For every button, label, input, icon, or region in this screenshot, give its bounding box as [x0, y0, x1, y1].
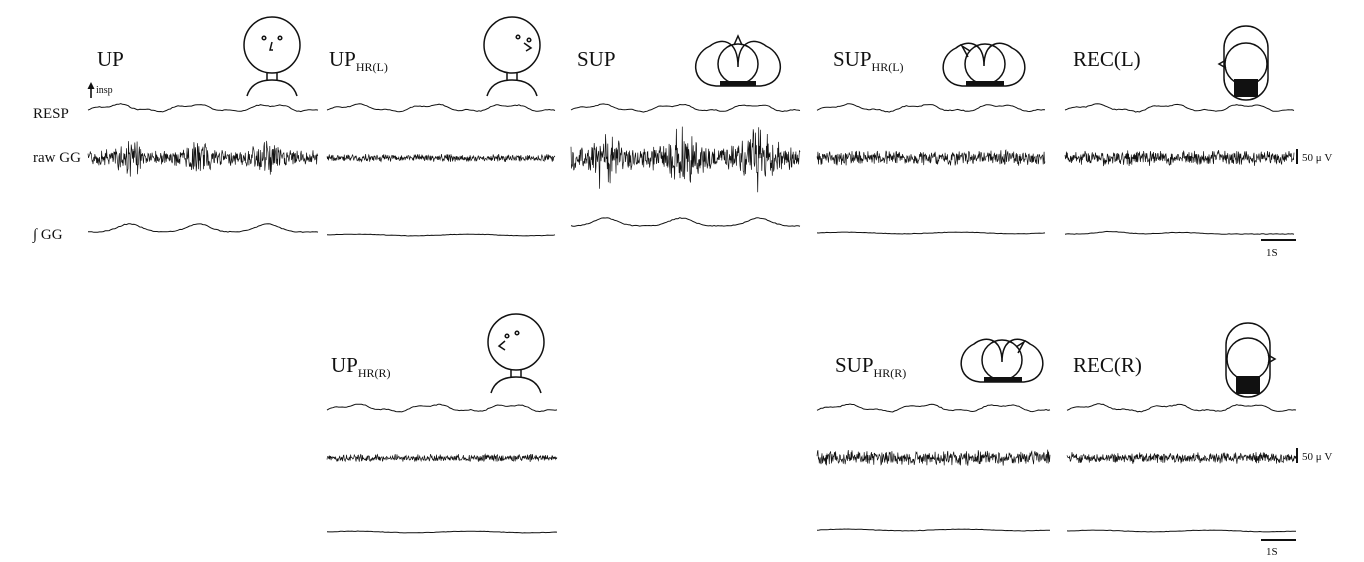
raw-gg-trace	[88, 141, 318, 177]
respiration-trace	[327, 404, 557, 412]
integrated-gg-trace	[327, 234, 555, 236]
integrated-gg-trace	[1067, 530, 1296, 532]
respiration-trace	[327, 104, 555, 112]
raw-gg-trace	[817, 450, 1050, 466]
supine-head-rotated-right-icon	[961, 339, 1043, 382]
supine-head-rotated-left-icon	[943, 43, 1025, 86]
recumbent-left-icon	[1219, 26, 1268, 100]
insp-arrow-icon	[88, 82, 95, 98]
respiration-trace	[817, 404, 1050, 412]
upright-head-rotated-left-icon	[484, 17, 540, 96]
respiration-trace	[571, 104, 800, 112]
integrated-gg-trace	[571, 218, 800, 227]
integrated-gg-trace	[327, 531, 557, 533]
supine-posture-icon	[696, 36, 781, 86]
raw-gg-trace	[327, 154, 555, 162]
integrated-gg-trace	[1065, 231, 1294, 234]
respiration-trace	[88, 104, 318, 112]
raw-gg-trace	[1065, 150, 1294, 166]
upright-head-rotated-right-icon	[488, 314, 544, 393]
respiration-trace	[1065, 104, 1294, 112]
raw-gg-trace	[817, 150, 1045, 166]
integrated-gg-trace	[88, 224, 318, 233]
raw-gg-trace	[571, 127, 800, 193]
upright-posture-icon	[244, 17, 300, 96]
respiration-trace	[817, 104, 1045, 112]
raw-gg-trace	[1067, 452, 1296, 464]
raw-gg-trace	[327, 454, 557, 462]
respiration-trace	[1067, 404, 1296, 412]
recumbent-right-icon	[1226, 323, 1275, 397]
integrated-gg-trace	[817, 529, 1050, 531]
integrated-gg-trace	[817, 232, 1045, 234]
